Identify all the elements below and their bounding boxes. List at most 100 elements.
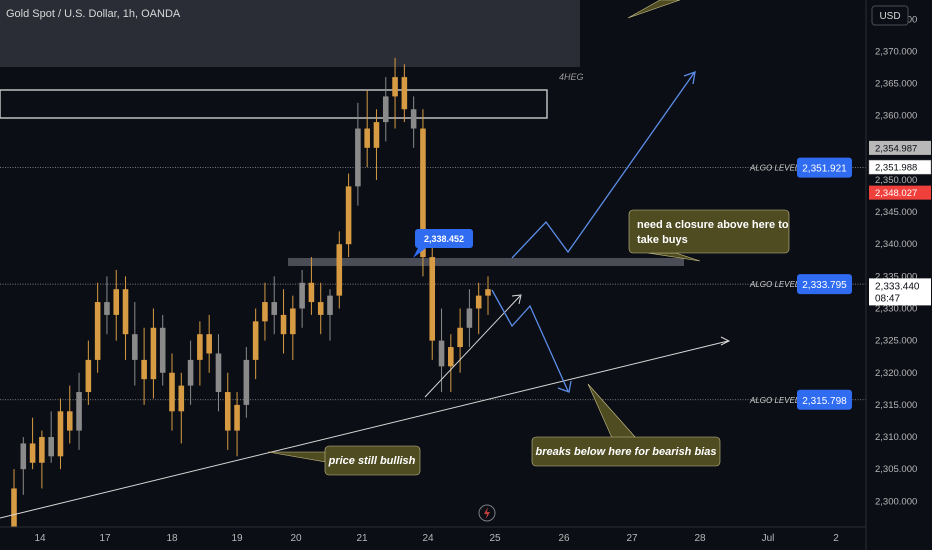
- candle-body: [197, 334, 203, 360]
- candle-body: [336, 244, 343, 296]
- candle-body: [327, 295, 333, 315]
- price-axis: [866, 0, 932, 550]
- zone-label: 4HEG: [559, 72, 584, 82]
- candle-body: [271, 302, 278, 315]
- candle-body: [122, 289, 129, 335]
- candle-body: [429, 257, 436, 341]
- algo-level-label: ALGO LEVEL: [749, 280, 799, 289]
- candle-body: [94, 302, 101, 360]
- candle-body: [243, 359, 250, 405]
- candle-body: [448, 347, 454, 367]
- candle-body: [85, 359, 92, 393]
- candle-body: [373, 122, 380, 148]
- candle-body: [401, 77, 408, 110]
- candle-body: [252, 321, 259, 360]
- bearish-callout-text: breaks below here for bearish bias: [536, 446, 717, 458]
- time-tick-label: 21: [356, 533, 368, 544]
- bullish-projection-arrow: [511, 72, 695, 259]
- candle-body: [66, 411, 73, 431]
- candle-body: [392, 77, 398, 97]
- algo-level-price-tag: [797, 157, 852, 178]
- bearish-projection-arrow: [491, 289, 569, 392]
- candle-body: [169, 372, 175, 412]
- time-tick-label: 19: [231, 533, 243, 544]
- price-flag-text: 2,338.452: [424, 234, 464, 244]
- algo-level-label: ALGO LEVEL: [749, 164, 799, 173]
- price-tick-label: 2,365.000: [875, 79, 917, 90]
- candle-body: [159, 327, 166, 373]
- price-tick-label: 2,350.000: [875, 175, 917, 186]
- candle-body: [299, 282, 305, 309]
- price-tick-label: 2,340.000: [875, 239, 917, 250]
- candle-body: [178, 385, 185, 412]
- candle-body: [215, 353, 222, 393]
- candle-body: [132, 334, 138, 360]
- bullish-callout-text: price still bullish: [328, 455, 416, 467]
- candle-body: [57, 411, 64, 457]
- price-axis-tag-text: 2,354.987: [875, 143, 917, 154]
- algo-level-price: 2,333.795: [802, 280, 847, 291]
- price-tick-label: 2,310.000: [875, 432, 917, 443]
- flash-icon-bolt: [484, 507, 490, 519]
- candle-body: [290, 308, 296, 335]
- candle-body: [113, 289, 120, 315]
- flash-icon[interactable]: [478, 504, 496, 522]
- channel-arrowhead: [511, 294, 522, 305]
- price-axis-tag: [868, 159, 932, 175]
- bullish-callout: price still bullish: [267, 445, 421, 476]
- currency-button[interactable]: [871, 5, 909, 26]
- time-tick-label: 20: [290, 533, 302, 544]
- candle-body: [280, 314, 287, 335]
- candle-body: [104, 302, 110, 315]
- price-axis-tag-text: 2,351.988: [875, 163, 917, 174]
- price-tick-label: 2,325.000: [875, 336, 917, 347]
- candle-body: [345, 186, 352, 245]
- time-tick-label: Jul: [762, 533, 775, 544]
- time-tick-label: 27: [626, 533, 638, 544]
- price-axis-tag: [869, 185, 931, 200]
- price-flag: [415, 229, 473, 248]
- chart-title: Gold Spot / U.S. Dollar, 1h, OANDA: [6, 8, 181, 20]
- price-tick-label: 2,315.000: [875, 400, 917, 411]
- candle-body: [141, 359, 147, 380]
- bullish-arrowhead: [683, 71, 696, 85]
- time-tick-label: 17: [99, 533, 111, 544]
- currency-label: USD: [879, 11, 900, 22]
- candle-body: [262, 302, 268, 322]
- price-tick-label: 2,320.000: [875, 368, 917, 379]
- price-tick-label: 2,305.000: [875, 464, 917, 475]
- price-tick-label: 2,300.000: [875, 496, 917, 507]
- time-tick-label: 25: [489, 533, 501, 544]
- time-tick-label: 24: [422, 533, 434, 544]
- bearish-callout: breaks below here for bearish bias: [531, 383, 721, 467]
- candle-body: [420, 128, 426, 258]
- candle-body: [224, 392, 231, 431]
- price-tick-label: 2,335.000: [875, 271, 917, 282]
- candle-body: [466, 308, 473, 328]
- candle-body: [457, 327, 463, 348]
- time-tick-label: 18: [166, 533, 178, 544]
- rising-trendline: [0, 340, 729, 519]
- candle-body: [485, 289, 491, 296]
- price-axis-tag: [869, 140, 931, 155]
- bar-countdown: 08:47: [875, 293, 900, 304]
- candle-body: [382, 96, 389, 123]
- candle-body: [29, 443, 36, 463]
- current-price-box: [869, 278, 931, 306]
- closure-callout-text: need a closure above here to take buys: [637, 219, 792, 246]
- price-tick-label: 2,330.000: [875, 303, 917, 314]
- closure-callout: need a closure above here to take buys: [628, 209, 792, 262]
- time-tick-label: 26: [558, 533, 570, 544]
- price-tick-label: 2,370.000: [875, 46, 917, 57]
- candle-body: [355, 128, 361, 187]
- time-axis-ticks: 14 17 18 19 20 21 24 25 26 27 28 Jul 2: [34, 533, 839, 544]
- algo-level-price-tag: [797, 274, 852, 295]
- bearish-arrowhead: [557, 380, 572, 393]
- candle-body: [234, 404, 240, 431]
- algo-level-price: 2,315.798: [802, 396, 847, 407]
- current-price-text: 2,333.440: [875, 281, 920, 292]
